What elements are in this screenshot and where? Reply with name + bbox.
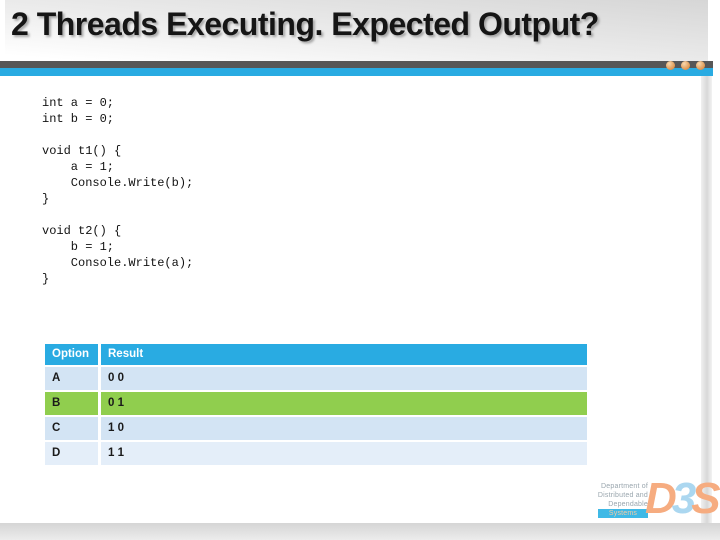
column-header-result: Result: [101, 344, 587, 365]
code-line: [42, 127, 193, 143]
code-line: void t1() {: [42, 144, 122, 158]
table-header-row: Option Result: [45, 344, 587, 365]
code-line: void t2() {: [42, 224, 122, 238]
code-line: int a = 0;: [42, 96, 115, 110]
result-cell: 1 1: [101, 442, 587, 465]
logo-systems-label: Systems: [598, 509, 648, 518]
code-line: b = 1;: [42, 240, 115, 254]
title-divider-dark: [0, 61, 713, 68]
d3s-logo-text: Department of Distributed and Dependable…: [520, 482, 648, 518]
decorative-dots: [666, 61, 705, 70]
logo-letter: 3: [671, 474, 697, 523]
option-cell: A: [45, 367, 98, 390]
logo-text-line: Distributed and: [597, 492, 648, 499]
dot-icon: [696, 61, 705, 70]
logo-letter: S: [691, 474, 720, 523]
right-edge-band: [701, 76, 712, 523]
code-line: a = 1;: [42, 160, 115, 174]
dot-icon: [666, 61, 675, 70]
code-line: Console.Write(b);: [42, 176, 194, 190]
result-cell: 0 1: [101, 392, 587, 415]
dot-icon: [681, 61, 690, 70]
table-row: C 1 0: [45, 417, 587, 440]
column-header-option: Option: [45, 344, 98, 365]
bottom-edge-band: [0, 523, 720, 540]
code-line: Console.Write(a);: [42, 256, 194, 270]
code-line: [42, 207, 193, 223]
logo-letter: D: [645, 474, 677, 523]
code-line: int b = 0;: [42, 112, 115, 126]
result-cell: 1 0: [101, 417, 587, 440]
logo-text-line: Department of: [601, 483, 648, 490]
options-table: Option Result A 0 0 B 0 1 C 1 0 D 1 1: [45, 344, 587, 467]
code-line: }: [42, 192, 50, 206]
d3s-logo-icon: D3S: [645, 474, 720, 523]
table-row: D 1 1: [45, 442, 587, 465]
page-title: 2 Threads Executing. Expected Output?: [11, 6, 599, 42]
title-banner: 2 Threads Executing. Expected Output?: [5, 0, 708, 61]
table-row: A 0 0: [45, 367, 587, 390]
option-cell: B: [45, 392, 98, 415]
result-cell: 0 0: [101, 367, 587, 390]
code-line: }: [42, 272, 50, 286]
logo-text-line: Dependable: [608, 501, 648, 508]
table-row-highlighted: B 0 1: [45, 392, 587, 415]
option-cell: C: [45, 417, 98, 440]
option-cell: D: [45, 442, 98, 465]
code-block: int a = 0; int b = 0; void t1() { a = 1;…: [42, 95, 193, 287]
title-divider-accent: [0, 68, 713, 76]
